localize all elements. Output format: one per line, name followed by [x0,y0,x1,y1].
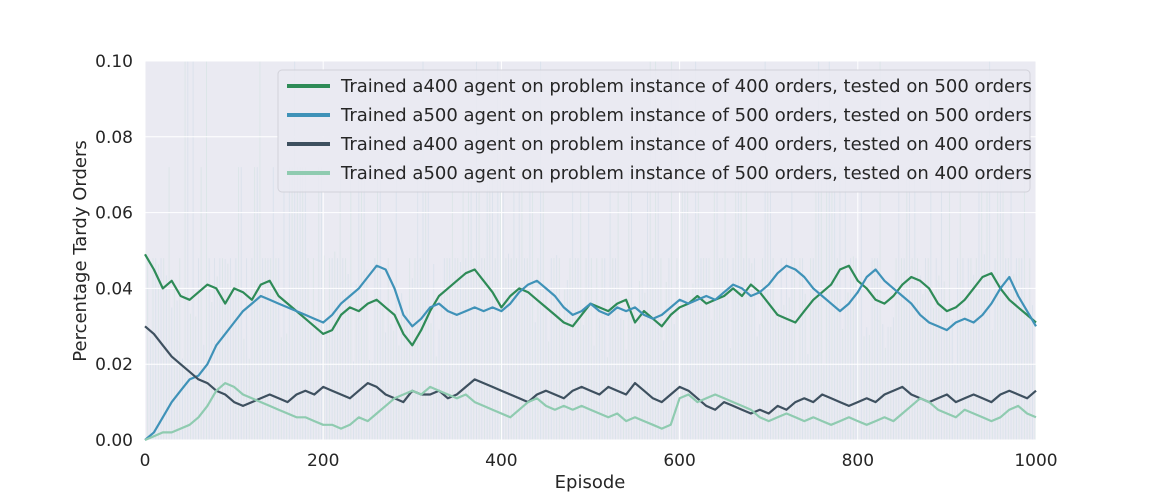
y-tick-labels: 0.00 0.02 0.04 0.06 0.08 0.10 [95,52,133,451]
series-line-3 [144,325,1037,415]
x-tick-label: 200 [307,451,339,471]
y-tick-label: 0.04 [95,279,133,299]
y-tick-label: 0.02 [95,355,133,375]
x-tick-label: 1000 [1014,451,1057,471]
x-tick-labels: 0 200 400 600 800 1000 [140,451,1058,471]
series-lines [144,253,1037,442]
y-tick-label: 0.08 [95,128,133,148]
legend-box [277,69,1031,193]
series-line-2 [144,264,1037,441]
legend-label-3: Trained a400 agent on problem instance o… [340,134,1032,155]
legend: Trained a400 agent on problem instance o… [277,69,1032,193]
legend-label-1: Trained a400 agent on problem instance o… [340,76,1032,97]
x-tick-label: 0 [140,451,151,471]
y-tick-label: 0.00 [95,431,133,451]
x-tick-label: 800 [842,451,874,471]
x-axis-label: Episode [555,472,626,493]
x-tick-label: 600 [663,451,695,471]
y-tick-label: 0.10 [95,52,133,72]
x-tick-label: 400 [485,451,517,471]
y-tick-label: 0.06 [95,204,133,224]
series-line-4 [144,382,1037,442]
y-axis-label: Percentage Tardy Orders [70,140,91,361]
legend-label-4: Trained a500 agent on problem instance o… [340,163,1032,184]
legend-label-2: Trained a500 agent on problem instance o… [340,105,1032,126]
